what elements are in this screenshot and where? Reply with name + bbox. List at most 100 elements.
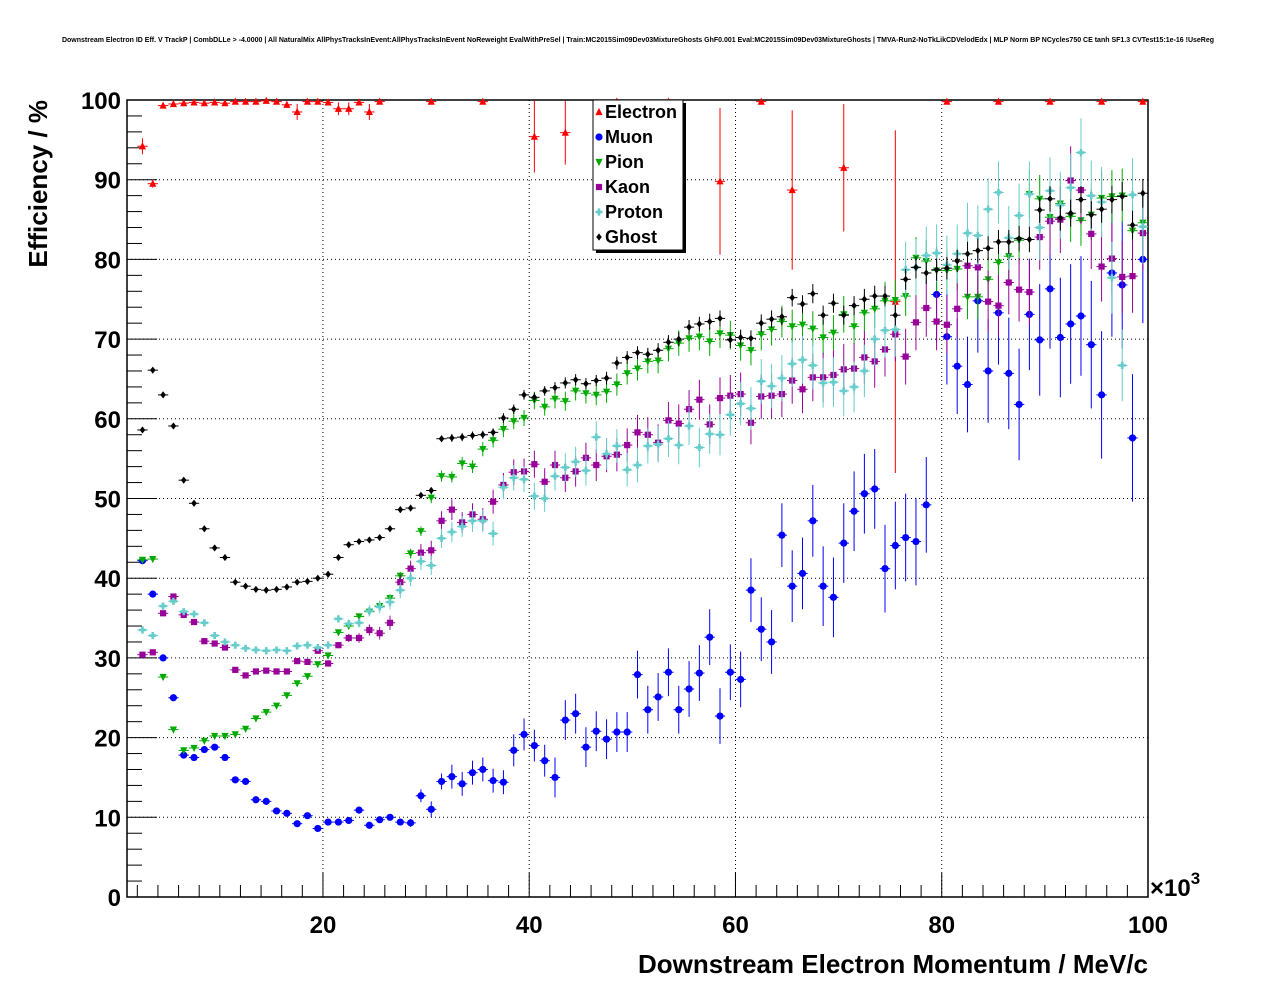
data-point: [520, 414, 528, 423]
data-point: [376, 533, 383, 542]
data-point: [829, 593, 838, 601]
data-point: [1036, 223, 1044, 232]
data-point: [376, 97, 384, 105]
data-point: [964, 250, 971, 258]
data-point: [200, 619, 208, 627]
data-point: [654, 440, 662, 448]
data-point: [510, 474, 518, 482]
data-point: [139, 426, 146, 434]
data-point: [685, 685, 693, 693]
data-point: [1025, 190, 1033, 198]
data-point: [530, 492, 538, 500]
data-point: [582, 390, 590, 398]
y-tick-label: 100: [81, 88, 121, 115]
data-point: [190, 610, 198, 618]
data-point: [1088, 211, 1095, 219]
data-point: [572, 458, 580, 466]
data-point: [726, 668, 734, 676]
data-point: [314, 97, 322, 105]
data-point: [624, 442, 631, 449]
data-point: [418, 491, 424, 499]
data-point: [201, 638, 208, 645]
data-point: [592, 727, 600, 735]
x-tick-label: 100: [1128, 912, 1168, 939]
legend-entry-muon: Muon: [605, 127, 653, 147]
data-point: [499, 483, 508, 491]
data-point: [963, 293, 972, 301]
data-point: [303, 812, 312, 820]
data-point: [345, 620, 353, 628]
data-point: [211, 640, 218, 647]
data-point: [891, 325, 899, 334]
data-point: [985, 244, 991, 252]
data-point: [1047, 195, 1053, 203]
data-point: [1119, 192, 1126, 201]
y-tick-label: 0: [108, 885, 121, 912]
data-point: [355, 806, 363, 814]
data-point: [325, 570, 331, 578]
data-point: [458, 522, 466, 530]
data-point: [685, 335, 693, 343]
data-point: [1015, 400, 1023, 409]
data-point: [489, 529, 497, 538]
data-point: [366, 536, 373, 544]
data-point: [387, 525, 393, 533]
data-point: [253, 585, 259, 593]
legend-entry-electron: Electron: [605, 102, 677, 122]
y-tick-label: 50: [94, 487, 121, 514]
data-point: [190, 753, 198, 762]
data-point: [963, 380, 972, 389]
data-point: [757, 625, 765, 633]
data-point: [551, 472, 559, 480]
data-point: [1118, 361, 1126, 370]
data-point: [191, 499, 197, 507]
data-point: [1077, 149, 1085, 157]
data-point: [798, 569, 807, 578]
data-point: [499, 778, 508, 786]
data-point: [747, 404, 755, 413]
data-point: [882, 292, 888, 300]
data-point: [231, 776, 239, 784]
data-point: [293, 680, 301, 688]
data-point: [912, 319, 920, 326]
y-tick-label: 90: [94, 168, 121, 195]
data-point: [170, 593, 177, 600]
data-point: [458, 460, 466, 468]
data-point: [613, 442, 621, 450]
legend-box: [592, 99, 684, 251]
data-point: [417, 528, 425, 536]
data-point: [1098, 263, 1105, 270]
data-point: [809, 517, 817, 525]
data-point: [448, 528, 456, 536]
data-point: [531, 393, 538, 401]
data-point: [273, 668, 280, 675]
data-point: [169, 99, 178, 108]
data-point: [479, 445, 487, 454]
data-point: [913, 263, 919, 271]
data-point: [1128, 434, 1137, 442]
data-point: [840, 387, 848, 395]
data-point: [303, 641, 312, 649]
data-point: [954, 305, 961, 312]
data-point: [819, 582, 827, 590]
data-point: [520, 730, 528, 739]
data-point: [623, 370, 631, 378]
data-point: [170, 422, 177, 430]
data-point: [561, 398, 569, 406]
data-point: [706, 430, 714, 438]
data-point: [840, 539, 848, 547]
chart-title: Downstream Electron ID Eff. V TrackP | C…: [62, 37, 1214, 44]
data-point: [180, 747, 188, 755]
data-point: [149, 649, 156, 656]
data-point: [953, 362, 961, 370]
data-point: [613, 381, 621, 389]
data-point: [407, 574, 415, 582]
data-point: [376, 816, 384, 824]
data-point: [1097, 391, 1106, 399]
data-point: [779, 313, 785, 321]
data-point: [810, 290, 816, 298]
data-point: [758, 319, 765, 327]
data-point: [994, 188, 1003, 197]
data-point: [850, 323, 858, 331]
data-point: [437, 777, 446, 786]
